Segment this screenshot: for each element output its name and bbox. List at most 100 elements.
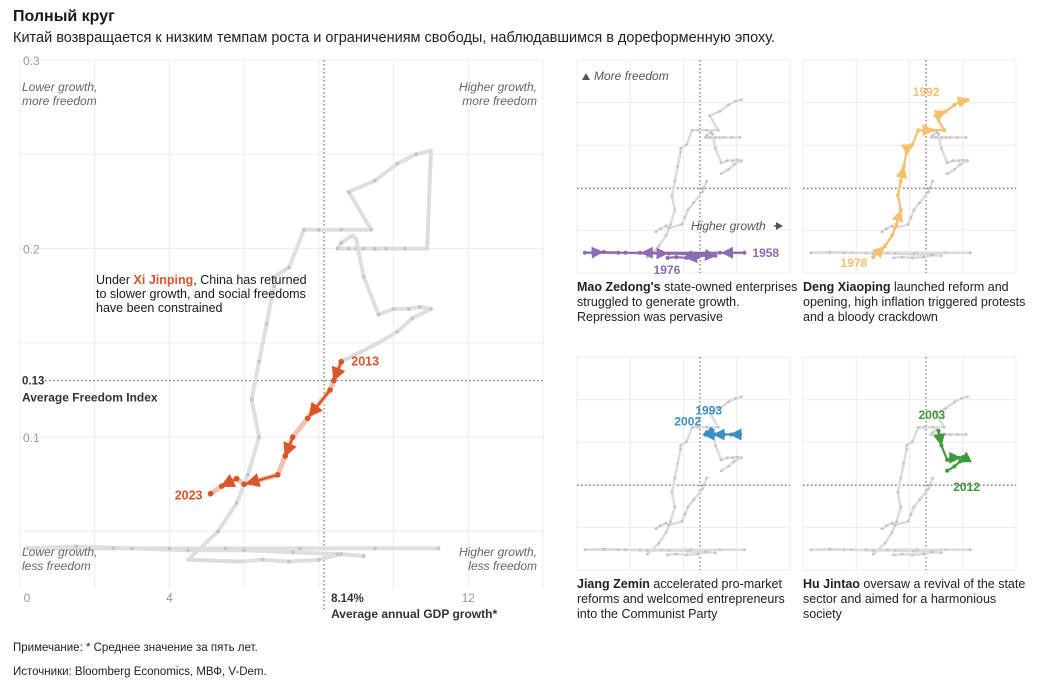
panel-background-point <box>657 244 661 248</box>
panel-background-point <box>711 132 714 136</box>
panel-highlight-point <box>704 252 709 257</box>
panel-background-point <box>583 548 587 552</box>
panel-background-point <box>690 425 694 429</box>
panel-background-point <box>719 469 723 473</box>
panel-background-point <box>679 443 682 447</box>
panel-highlight-point <box>871 255 876 260</box>
panel-background-point <box>945 161 949 165</box>
panel-background-point <box>705 476 709 480</box>
panel-background-point <box>714 443 717 447</box>
panel-background-point <box>909 215 913 219</box>
background-point <box>234 501 239 505</box>
panel-highlight-point <box>710 432 715 437</box>
panel-background-point <box>900 552 904 556</box>
panel-background-point <box>727 103 730 107</box>
panel-background-point <box>705 179 709 183</box>
panel-background-point <box>714 146 717 150</box>
y-tick-label: 0.2 <box>23 243 40 257</box>
panel-highlight-point <box>713 432 718 437</box>
panel-deng: 1978 1992 <box>802 59 1017 274</box>
panel-background-point <box>842 251 846 255</box>
panel-background-point <box>828 547 832 551</box>
background-point <box>339 552 344 556</box>
panel-background-point <box>884 524 888 528</box>
caption-deng-leader: Deng Xiaoping <box>803 280 891 294</box>
label-2013: 2013 <box>351 355 379 369</box>
panel-background-point <box>922 552 926 556</box>
panel-background-point <box>680 520 684 523</box>
panel-background-point <box>705 425 709 429</box>
panel-background-point <box>880 527 884 531</box>
background-point <box>391 307 396 311</box>
panel-label-1992: 1992 <box>913 85 940 99</box>
panel-background-point <box>664 530 668 534</box>
background-point <box>410 316 415 321</box>
panel-background-point <box>953 168 956 171</box>
panel-background-point <box>957 159 961 163</box>
panel-background-point <box>934 411 937 415</box>
chart-title: Полный круг <box>13 8 115 25</box>
panel-highlight-point <box>945 457 950 462</box>
panel-background-point <box>740 159 743 163</box>
xi-arrow <box>283 436 297 458</box>
panel-background-point <box>842 548 846 552</box>
panel-background-point <box>702 483 706 487</box>
panel-background-point <box>664 224 668 228</box>
annotation-segment: , China has returned <box>193 273 306 287</box>
panel-background-point <box>696 552 700 556</box>
caption-hu-text: oversaw a revival of the state sector an… <box>803 577 1026 621</box>
panel-background-point <box>944 548 948 552</box>
panel-background-point <box>667 226 671 230</box>
panel-highlight-point <box>738 432 743 437</box>
background-point <box>302 227 306 232</box>
panel-background-point <box>942 425 946 429</box>
panel-background-point <box>886 251 890 255</box>
panel-background-point <box>719 172 723 176</box>
panel-background-point <box>645 549 649 552</box>
panel-background-point <box>683 512 687 516</box>
panel-background-point <box>902 462 906 465</box>
panel-background-point <box>670 194 674 197</box>
era-connector <box>339 340 381 364</box>
caption-mao-leader: Mao Zedong's <box>577 280 661 294</box>
background-point <box>130 546 134 551</box>
panel-background-point <box>912 208 916 212</box>
xi-point <box>282 453 289 459</box>
background-point <box>395 329 400 334</box>
panel-background-point <box>738 136 742 139</box>
panel-background-point <box>931 133 935 137</box>
panel-background-point <box>926 190 930 194</box>
panel-background-point <box>893 252 897 255</box>
panel-highlight-point <box>961 454 966 459</box>
panel-highlight-point <box>742 250 747 255</box>
panel-background-point <box>890 530 894 534</box>
panel-background-point <box>696 128 700 132</box>
panel-background-point <box>912 505 916 509</box>
panel-background-point <box>645 255 649 259</box>
quadrant-label-top-left: Lower growth, <box>22 80 97 94</box>
x-tick-label: 12 <box>462 591 476 605</box>
panel-highlight-point <box>951 455 955 460</box>
background-point <box>373 246 377 251</box>
panel-highlight-point <box>638 250 642 255</box>
panel-background-point <box>883 541 887 545</box>
panel-highlight-point <box>942 128 947 133</box>
panel-background-point <box>624 548 627 552</box>
panel-background-point <box>658 524 662 528</box>
panel-highlight-point <box>895 193 900 198</box>
panel-highlight-point <box>696 255 700 260</box>
panel-background-point <box>669 223 672 226</box>
panel-mao: 1958 1976 <box>576 59 791 277</box>
panel-background-point <box>937 132 940 136</box>
background-point <box>290 550 295 554</box>
panel-background-point <box>729 136 733 139</box>
panel-highlight-point <box>898 208 903 212</box>
label-2023: 2023 <box>175 489 203 503</box>
caption-deng: Deng Xiaoping launched reform and openin… <box>803 280 1028 325</box>
panel-background-point <box>864 251 868 255</box>
panel-background-point <box>915 251 919 255</box>
panel-background-point <box>934 433 937 436</box>
panel-background-point <box>905 447 908 451</box>
panel-highlight-point <box>659 250 664 255</box>
xi-point <box>327 387 333 393</box>
